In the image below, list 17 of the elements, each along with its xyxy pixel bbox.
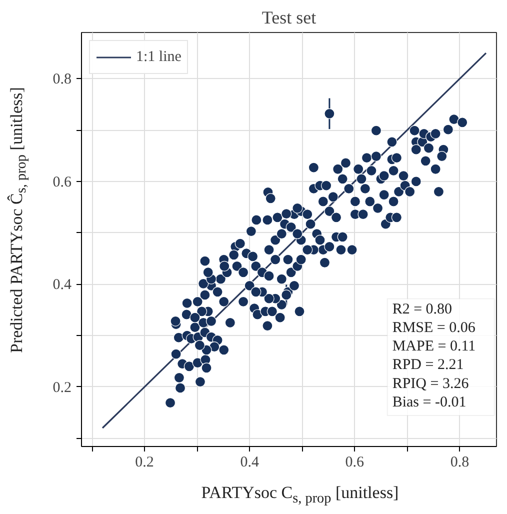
legend-label: 1:1 line bbox=[136, 48, 182, 66]
y-tick-label: 0.4 bbox=[52, 277, 72, 294]
annotation: RPD = 2.21 bbox=[392, 357, 464, 374]
annotation: RPIQ = 3.26 bbox=[392, 376, 470, 392]
annotation: MAPE = 0.11 bbox=[392, 338, 476, 355]
annotation: R2 = 0.80 bbox=[392, 301, 452, 318]
x-tick-label: 0.4 bbox=[240, 454, 260, 470]
y-tick-label: 0.6 bbox=[52, 174, 72, 190]
annotation: Bias = -0.01 bbox=[392, 394, 466, 410]
annotation: RMSE = 0.06 bbox=[392, 320, 476, 336]
x-tick-label: 0.8 bbox=[450, 454, 470, 470]
chart-title: Test set bbox=[262, 8, 316, 28]
x-tick-label: 0.2 bbox=[135, 454, 154, 470]
x-axis-title: PARTYsoc C$_{s, prop}$ [unitless] bbox=[201, 482, 399, 508]
y-tick-label: 0.2 bbox=[52, 380, 72, 396]
x-tick-label: 0.6 bbox=[345, 454, 365, 470]
y-tick-label: 0.8 bbox=[52, 72, 72, 88]
